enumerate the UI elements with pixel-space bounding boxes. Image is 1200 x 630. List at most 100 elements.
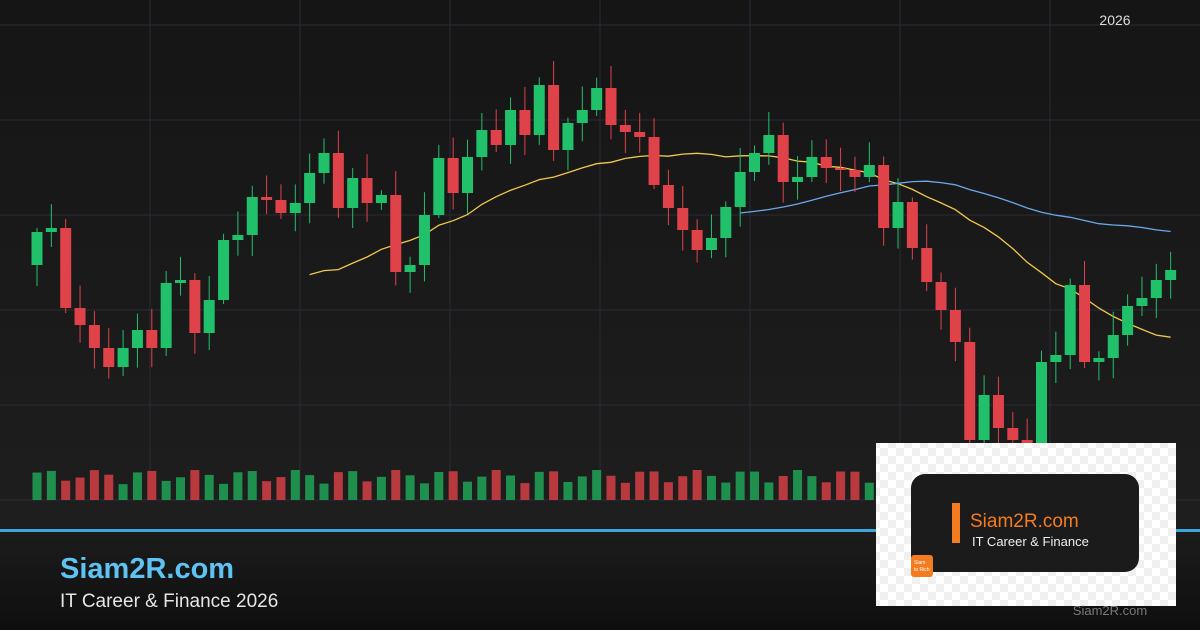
volume-bar (448, 471, 458, 500)
volume-bar (348, 471, 358, 500)
volume-bar (836, 471, 846, 500)
candle-body (60, 228, 72, 308)
divider (0, 529, 1200, 532)
volume-bar (721, 482, 731, 500)
volume-bar (333, 472, 343, 500)
candle-body (1136, 298, 1148, 306)
candle-body (218, 240, 230, 300)
volume-bar (577, 476, 587, 500)
volume-bar (118, 484, 128, 500)
candle-body (992, 395, 1004, 428)
candle-body (720, 207, 732, 238)
candle-body (906, 202, 918, 248)
volume-bar (477, 476, 487, 500)
volume-bar (276, 477, 286, 500)
volume-bar (419, 483, 429, 500)
candle-body (978, 395, 990, 440)
candle-body (447, 158, 459, 193)
candle-body (792, 177, 804, 182)
candle-body (705, 238, 717, 250)
candle-body (117, 348, 129, 367)
candle-body (332, 153, 344, 208)
candle-body (849, 170, 861, 177)
volume-bar (678, 476, 688, 500)
grid (0, 0, 1200, 501)
candle-body (949, 310, 961, 342)
volume-bar (32, 472, 42, 500)
volume-bar (778, 475, 788, 500)
volume-bar (793, 470, 803, 500)
brand-title: Siam2R.com (60, 553, 234, 585)
candle-body (677, 208, 689, 230)
candle-body (921, 248, 933, 282)
volume-bar (520, 483, 530, 500)
candle-body (347, 178, 359, 208)
candle-body (749, 153, 760, 172)
volume-bar (549, 471, 559, 500)
volume-bar (247, 471, 257, 500)
candle-body (232, 235, 244, 240)
candle-body (777, 135, 789, 182)
candle-body (490, 130, 502, 145)
volume-bar (563, 481, 573, 500)
candle-body (203, 300, 215, 333)
volume-bar (391, 470, 401, 500)
volume-bar (506, 475, 516, 500)
volume-bar (89, 470, 99, 500)
candle-body (1050, 355, 1062, 362)
candle-body (892, 202, 904, 228)
volume-bar (262, 481, 272, 500)
moving-average (740, 180, 1171, 233)
candle-body (505, 110, 517, 145)
candle-body (691, 230, 703, 250)
candle-body (878, 165, 890, 228)
candle-body (1036, 362, 1047, 446)
candle-body (31, 232, 43, 265)
volume-bar (821, 482, 831, 500)
volume-bar (147, 470, 157, 500)
candle-body (462, 157, 473, 193)
candle-body (591, 88, 603, 110)
candle-body (390, 195, 402, 272)
candle-body (246, 197, 258, 235)
candle-body (662, 185, 674, 208)
brand-subtitle: IT Career & Finance 2026 (60, 591, 278, 612)
candle-body (1093, 358, 1105, 362)
candle-body (964, 342, 976, 440)
volume-bar (635, 471, 645, 500)
candle-body (519, 110, 531, 135)
volume-bar (735, 471, 745, 500)
candle-body (404, 265, 416, 272)
candle-body (289, 203, 301, 213)
candle-body (562, 123, 574, 150)
candle-body (806, 157, 818, 177)
volume-bar (61, 480, 71, 500)
candle-body (433, 158, 445, 215)
candle-body (146, 330, 158, 348)
logo-badge-line: Siam (914, 560, 925, 566)
candle-body (131, 330, 143, 348)
volume-bar (606, 475, 616, 500)
volume-bar (376, 476, 386, 500)
volume-bar (176, 477, 185, 500)
volume-bar (764, 482, 774, 500)
candle-body (533, 85, 545, 135)
candle-body (935, 282, 947, 310)
candle-body (74, 308, 86, 325)
volume-bar (649, 471, 659, 500)
candle-body (375, 195, 387, 203)
candle-body (605, 88, 617, 125)
candle-body (1107, 335, 1119, 358)
volume-bar (434, 471, 444, 500)
volume-bar (692, 470, 702, 500)
volume-bar (534, 471, 544, 500)
volume-bar (864, 482, 874, 500)
logo-card: Siam2R.com IT Career & Finance Siam to R… (876, 443, 1176, 606)
volume-bar (807, 476, 817, 500)
logo-badge-line: to Rich (914, 567, 930, 573)
volume-bar (491, 470, 501, 500)
volume-bar (75, 477, 85, 500)
candle-body (45, 228, 57, 232)
candle-body (476, 130, 488, 157)
